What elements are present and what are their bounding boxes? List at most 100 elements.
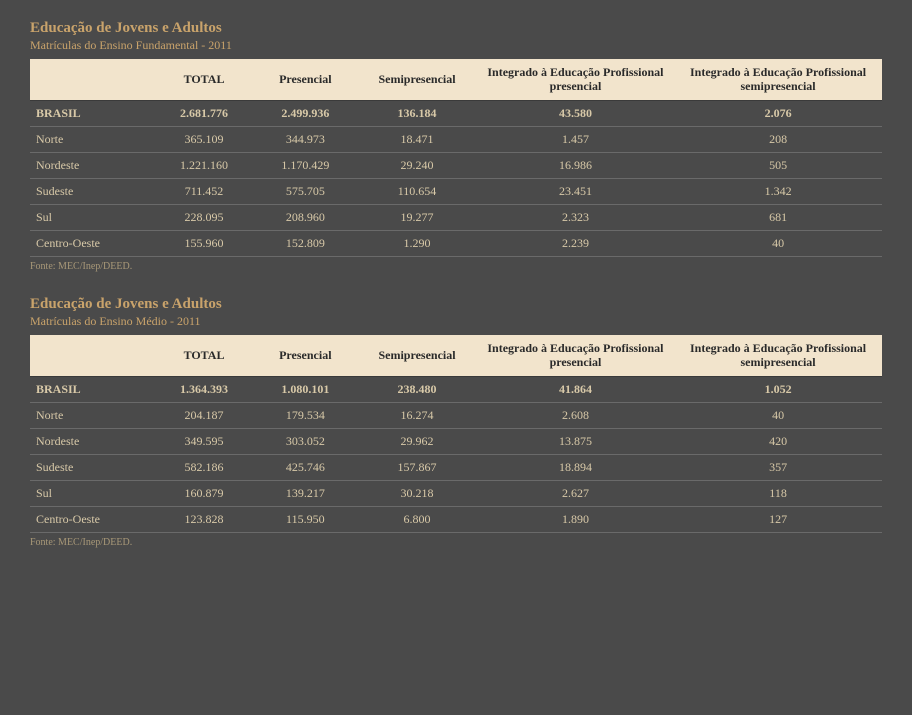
cell-value: 29.962 xyxy=(357,428,476,454)
cell-value: 13.875 xyxy=(477,428,674,454)
cell-value: 16.274 xyxy=(357,402,476,428)
table-subtitle: Matrículas do Ensino Fundamental - 2011 xyxy=(30,38,882,53)
cell-value: 29.240 xyxy=(357,152,476,178)
table-row: Centro-Oeste123.828115.9506.8001.890127 xyxy=(30,506,882,532)
cell-value: 1.221.160 xyxy=(155,152,254,178)
cell-value: 18.471 xyxy=(357,126,476,152)
row-label: Norte xyxy=(30,402,155,428)
column-header: Presencial xyxy=(253,59,357,100)
cell-value: 238.480 xyxy=(357,376,476,402)
table-row: BRASIL2.681.7762.499.936136.18443.5802.0… xyxy=(30,100,882,126)
table-row: Sul160.879139.21730.2182.627118 xyxy=(30,480,882,506)
cell-value: 357 xyxy=(674,454,882,480)
column-header: TOTAL xyxy=(155,59,254,100)
column-header: Integrado à Educação Profissional presen… xyxy=(477,335,674,376)
data-table: TOTALPresencialSemipresencialIntegrado à… xyxy=(30,335,882,533)
cell-value: 155.960 xyxy=(155,230,254,256)
cell-value: 18.894 xyxy=(477,454,674,480)
table-row: Sul228.095208.96019.2772.323681 xyxy=(30,204,882,230)
cell-value: 41.864 xyxy=(477,376,674,402)
cell-value: 2.499.936 xyxy=(253,100,357,126)
cell-value: 110.654 xyxy=(357,178,476,204)
table-row: Nordeste349.595303.05229.96213.875420 xyxy=(30,428,882,454)
cell-value: 6.800 xyxy=(357,506,476,532)
table-row: Norte365.109344.97318.4711.457208 xyxy=(30,126,882,152)
column-header: Integrado à Educação Profissional semipr… xyxy=(674,59,882,100)
row-label: Sul xyxy=(30,480,155,506)
cell-value: 152.809 xyxy=(253,230,357,256)
table-row: Sudeste711.452575.705110.65423.4511.342 xyxy=(30,178,882,204)
column-header: Integrado à Educação Profissional semipr… xyxy=(674,335,882,376)
cell-value: 179.534 xyxy=(253,402,357,428)
row-label: BRASIL xyxy=(30,376,155,402)
cell-value: 1.342 xyxy=(674,178,882,204)
cell-value: 136.184 xyxy=(357,100,476,126)
column-header: Presencial xyxy=(253,335,357,376)
cell-value: 23.451 xyxy=(477,178,674,204)
cell-value: 2.323 xyxy=(477,204,674,230)
table-source: Fonte: MEC/Inep/DEED. xyxy=(30,261,882,272)
column-header: Semipresencial xyxy=(357,335,476,376)
cell-value: 16.986 xyxy=(477,152,674,178)
cell-value: 420 xyxy=(674,428,882,454)
cell-value: 1.052 xyxy=(674,376,882,402)
cell-value: 2.627 xyxy=(477,480,674,506)
data-table: TOTALPresencialSemipresencialIntegrado à… xyxy=(30,59,882,257)
table-row: Nordeste1.221.1601.170.42929.24016.98650… xyxy=(30,152,882,178)
cell-value: 139.217 xyxy=(253,480,357,506)
cell-value: 2.076 xyxy=(674,100,882,126)
table-title: Educação de Jovens e Adultos xyxy=(30,20,882,37)
cell-value: 303.052 xyxy=(253,428,357,454)
column-header: Integrado à Educação Profissional presen… xyxy=(477,59,674,100)
row-label: Centro-Oeste xyxy=(30,230,155,256)
row-label: Sudeste xyxy=(30,454,155,480)
table-subtitle: Matrículas do Ensino Médio - 2011 xyxy=(30,314,882,329)
row-label: Centro-Oeste xyxy=(30,506,155,532)
table-row: Sudeste582.186425.746157.86718.894357 xyxy=(30,454,882,480)
row-label: Sudeste xyxy=(30,178,155,204)
cell-value: 115.950 xyxy=(253,506,357,532)
cell-value: 208.960 xyxy=(253,204,357,230)
cell-value: 344.973 xyxy=(253,126,357,152)
cell-value: 208 xyxy=(674,126,882,152)
cell-value: 204.187 xyxy=(155,402,254,428)
cell-value: 1.170.429 xyxy=(253,152,357,178)
cell-value: 40 xyxy=(674,230,882,256)
cell-value: 505 xyxy=(674,152,882,178)
table-source: Fonte: MEC/Inep/DEED. xyxy=(30,537,882,548)
table-row: BRASIL1.364.3931.080.101238.48041.8641.0… xyxy=(30,376,882,402)
cell-value: 30.218 xyxy=(357,480,476,506)
cell-value: 349.595 xyxy=(155,428,254,454)
cell-value: 157.867 xyxy=(357,454,476,480)
row-label: Nordeste xyxy=(30,152,155,178)
table-block-0: Educação de Jovens e AdultosMatrículas d… xyxy=(30,20,882,272)
cell-value: 1.290 xyxy=(357,230,476,256)
cell-value: 681 xyxy=(674,204,882,230)
cell-value: 1.364.393 xyxy=(155,376,254,402)
cell-value: 1.890 xyxy=(477,506,674,532)
row-label: Norte xyxy=(30,126,155,152)
cell-value: 43.580 xyxy=(477,100,674,126)
row-label: Sul xyxy=(30,204,155,230)
column-header: Semipresencial xyxy=(357,59,476,100)
table-block-1: Educação de Jovens e AdultosMatrículas d… xyxy=(30,296,882,548)
cell-value: 19.277 xyxy=(357,204,476,230)
cell-value: 2.608 xyxy=(477,402,674,428)
cell-value: 228.095 xyxy=(155,204,254,230)
cell-value: 2.681.776 xyxy=(155,100,254,126)
cell-value: 1.080.101 xyxy=(253,376,357,402)
cell-value: 582.186 xyxy=(155,454,254,480)
cell-value: 365.109 xyxy=(155,126,254,152)
cell-value: 127 xyxy=(674,506,882,532)
table-row: Norte204.187179.53416.2742.60840 xyxy=(30,402,882,428)
cell-value: 2.239 xyxy=(477,230,674,256)
cell-value: 160.879 xyxy=(155,480,254,506)
column-header: TOTAL xyxy=(155,335,254,376)
column-header xyxy=(30,335,155,376)
cell-value: 1.457 xyxy=(477,126,674,152)
cell-value: 118 xyxy=(674,480,882,506)
cell-value: 40 xyxy=(674,402,882,428)
cell-value: 711.452 xyxy=(155,178,254,204)
cell-value: 425.746 xyxy=(253,454,357,480)
row-label: Nordeste xyxy=(30,428,155,454)
